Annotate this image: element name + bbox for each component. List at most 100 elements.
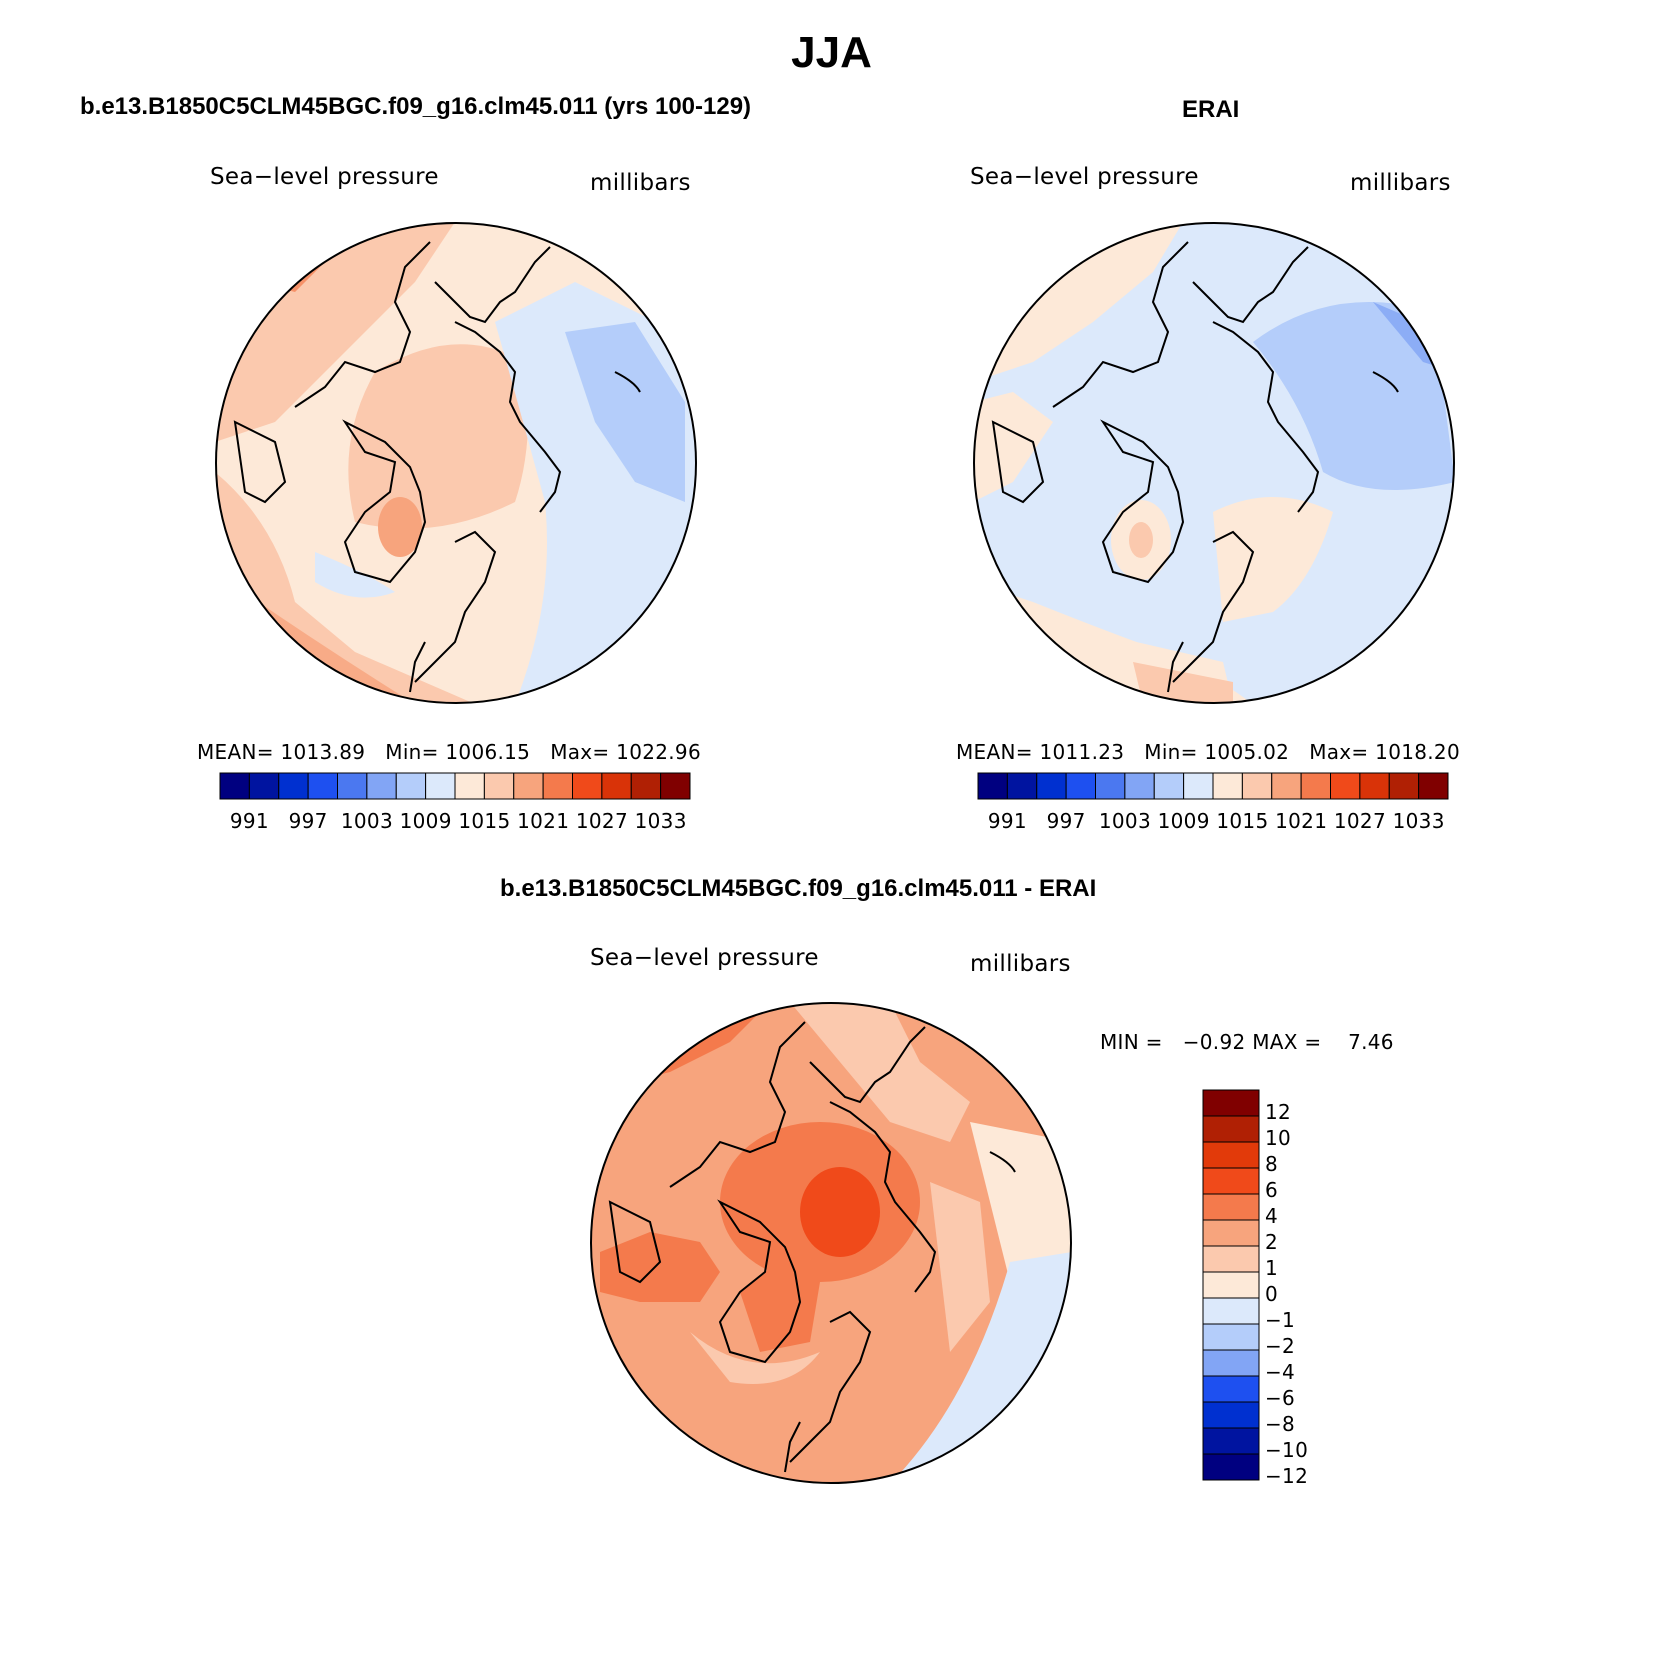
panel-model-min: 1006.15 <box>445 740 531 764</box>
panel-model-colorbar-swatch <box>601 772 632 800</box>
figure-title: JJA <box>791 28 872 77</box>
panel-erai-colorbar-tick-label: 1033 <box>1392 809 1445 833</box>
panel-diff-colorbar-swatch <box>1202 1349 1260 1377</box>
panel-erai-colorbar-swatch <box>1241 772 1273 800</box>
panel-diff-colorbar <box>1202 1089 1260 1481</box>
panel-diff-colorbar-tick-label: 0 <box>1265 1282 1279 1306</box>
panel-model-max: 1022.96 <box>616 740 701 764</box>
panel-model-colorbar-swatch <box>278 772 309 800</box>
panel-erai-colorbar <box>977 772 1449 800</box>
panel-erai-colorbar-swatch <box>1418 772 1449 800</box>
panel-model-colorbar-swatch <box>337 772 368 800</box>
panel-diff-colorbar-tick-label: 8 <box>1265 1152 1279 1176</box>
panel-diff-colorbar-swatch <box>1202 1401 1260 1429</box>
panel-model-colorbar-swatch <box>395 772 427 800</box>
panel-diff-map <box>590 1002 1072 1484</box>
panel-diff-colorbar-tick-label: −10 <box>1265 1438 1309 1462</box>
panel-model-colorbar-tick-label: 991 <box>229 809 269 833</box>
panel-erai-max: 1018.20 <box>1375 740 1460 764</box>
panel-diff-colorbar-tick-label: −2 <box>1265 1334 1296 1358</box>
panel-diff-colorbar-swatch <box>1202 1297 1260 1325</box>
panel-diff-max: 7.46 <box>1348 1030 1394 1054</box>
panel-erai-units: millibars <box>1350 170 1451 196</box>
panel-erai-title: ERAI <box>1182 96 1240 123</box>
panel-diff-colorbar-swatch <box>1202 1245 1260 1273</box>
panel-diff-colorbar-tick-label: 10 <box>1265 1126 1292 1150</box>
panel-erai-colorbar-swatch <box>1006 772 1038 800</box>
panel-model-title: b.e13.B1850C5CLM45BGC.f09_g16.clm45.011 … <box>80 93 752 120</box>
panel-model-colorbar-swatch <box>660 772 691 800</box>
panel-model-colorbar-tick-label: 997 <box>288 809 328 833</box>
panel-erai-colorbar-swatch <box>1153 772 1185 800</box>
panel-diff-colorbar-tick-label: 6 <box>1265 1178 1279 1202</box>
panel-model-colorbar-swatch <box>366 772 397 800</box>
panel-erai-colorbar-swatch <box>1124 772 1155 800</box>
panel-diff-colorbar-swatch <box>1202 1219 1260 1247</box>
panel-model-stats: MEAN= 1013.89 Min= 1006.15 Max= 1022.96 <box>197 740 701 764</box>
panel-erai-colorbar-swatch <box>1388 772 1420 800</box>
panel-diff-colorbar-swatch <box>1202 1167 1260 1195</box>
panel-erai-colorbar-swatch <box>977 772 1008 800</box>
panel-erai-colorbar-swatch <box>1300 772 1331 800</box>
panel-erai-mean: 1011.23 <box>1039 740 1125 764</box>
panel-model-mean: 1013.89 <box>280 740 366 764</box>
panel-erai-colorbar-tick-label: 1015 <box>1216 809 1269 833</box>
panel-model-colorbar-swatch <box>307 772 338 800</box>
panel-erai-map <box>973 222 1455 704</box>
panel-diff-units: millibars <box>970 951 1071 977</box>
panel-diff-colorbar-swatch <box>1202 1115 1260 1143</box>
panel-diff-colorbar-tick-label: 4 <box>1265 1204 1279 1228</box>
panel-model-colorbar-swatch <box>483 772 515 800</box>
panel-erai-colorbar-tick-label: 1021 <box>1275 809 1328 833</box>
panel-diff-colorbar-swatch <box>1202 1089 1260 1117</box>
panel-model-units: millibars <box>590 170 691 196</box>
panel-model-variable: Sea−level pressure <box>210 164 439 190</box>
panel-erai-colorbar-tick-label: 991 <box>987 809 1027 833</box>
panel-erai-colorbar-swatch <box>1271 772 1302 800</box>
panel-erai-variable: Sea−level pressure <box>970 164 1199 190</box>
panel-erai-colorbar-tick-label: 1003 <box>1098 809 1151 833</box>
panel-erai-colorbar-swatch <box>1065 772 1096 800</box>
panel-model-colorbar <box>219 772 691 800</box>
panel-model-colorbar-swatch <box>454 772 485 800</box>
panel-model-colorbar-swatch <box>572 772 603 800</box>
panel-diff-min: −0.92 <box>1182 1030 1246 1054</box>
panel-erai-colorbar-swatch <box>1036 772 1067 800</box>
panel-erai-colorbar-tick-label: 1009 <box>1157 809 1210 833</box>
panel-erai-colorbar-swatch <box>1212 772 1243 800</box>
panel-model-colorbar-swatch <box>248 772 280 800</box>
panel-model-colorbar-tick-label: 1009 <box>399 809 452 833</box>
panel-diff-stats: MIN = −0.92 MAX = 7.46 <box>1100 1030 1394 1054</box>
panel-model-map <box>215 222 697 704</box>
panel-erai-colorbar-tick-label: 1027 <box>1333 809 1386 833</box>
panel-erai-colorbar-tick-label: 997 <box>1046 809 1086 833</box>
panel-model-colorbar-swatch <box>219 772 250 800</box>
panel-diff-colorbar-tick-label: −1 <box>1265 1308 1296 1332</box>
panel-diff-colorbar-swatch <box>1202 1375 1260 1403</box>
panel-model-colorbar-tick-label: 1003 <box>340 809 393 833</box>
panel-diff-colorbar-swatch <box>1202 1453 1260 1481</box>
panel-erai-stats: MEAN= 1011.23 Min= 1005.02 Max= 1018.20 <box>956 740 1460 764</box>
panel-diff-colorbar-tick-label: −12 <box>1265 1464 1309 1488</box>
panel-erai-colorbar-swatch <box>1330 772 1361 800</box>
panel-diff-variable: Sea−level pressure <box>590 945 819 971</box>
panel-diff-colorbar-tick-label: 12 <box>1265 1100 1292 1124</box>
panel-erai-min: 1005.02 <box>1204 740 1290 764</box>
panel-diff-colorbar-tick-label: 1 <box>1265 1256 1279 1280</box>
panel-diff-colorbar-swatch <box>1202 1323 1260 1351</box>
panel-erai-colorbar-swatch <box>1183 772 1214 800</box>
panel-erai-colorbar-swatch <box>1359 772 1390 800</box>
panel-diff-colorbar-swatch <box>1202 1427 1260 1455</box>
panel-diff-colorbar-tick-label: −6 <box>1265 1386 1296 1410</box>
panel-diff-colorbar-tick-label: −4 <box>1265 1360 1296 1384</box>
panel-model-colorbar-swatch <box>513 772 544 800</box>
panel-diff-colorbar-swatch <box>1202 1193 1260 1221</box>
panel-erai-colorbar-swatch <box>1095 772 1126 800</box>
panel-model-colorbar-swatch <box>425 772 456 800</box>
panel-diff-colorbar-tick-label: 2 <box>1265 1230 1279 1254</box>
panel-model-colorbar-tick-label: 1033 <box>634 809 687 833</box>
panel-model-colorbar-tick-label: 1021 <box>517 809 570 833</box>
panel-model-colorbar-tick-label: 1015 <box>458 809 511 833</box>
panel-model-colorbar-swatch <box>630 772 662 800</box>
panel-diff-title: b.e13.B1850C5CLM45BGC.f09_g16.clm45.011 … <box>500 875 1097 902</box>
